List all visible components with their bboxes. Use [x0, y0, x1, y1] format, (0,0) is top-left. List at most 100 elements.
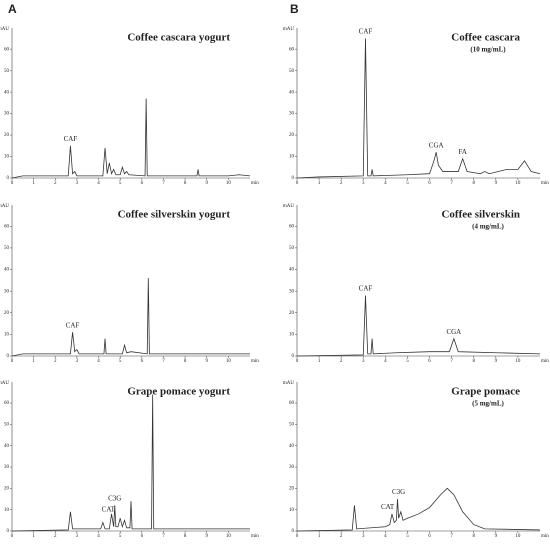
- x-tick-label: 5: [406, 359, 409, 364]
- x-tick-label: 0: [296, 534, 299, 539]
- x-tick-label: 10: [226, 359, 232, 364]
- chart-title: Coffee cascara yogurt: [127, 32, 230, 44]
- y-tick-label: 0: [7, 176, 10, 181]
- y-tick-label: 60: [4, 401, 10, 406]
- x-tick-label: 5: [119, 181, 122, 186]
- y-tick-label: 30: [289, 465, 295, 470]
- y-tick-label: 40: [4, 444, 10, 449]
- x-tick-label: 0: [11, 181, 14, 186]
- x-tick-label: 7: [450, 359, 453, 364]
- y-axis-label: mAU: [0, 27, 9, 32]
- y-tick-label: 40: [289, 268, 295, 273]
- x-tick-label: 10: [226, 534, 232, 539]
- x-tick-label: 6: [428, 359, 431, 364]
- x-tick-label: 4: [97, 359, 100, 364]
- x-tick-label: 9: [495, 181, 498, 186]
- x-tick-label: 8: [472, 359, 475, 364]
- y-axis-label: mAU: [0, 381, 9, 386]
- y-tick-label: 10: [4, 333, 10, 338]
- peak-annotation: CAF: [66, 321, 80, 329]
- x-tick-label: 9: [205, 359, 208, 364]
- x-tick-label: 3: [362, 534, 365, 539]
- x-tick-label: 0: [11, 534, 14, 539]
- x-tick-label: 3: [76, 359, 79, 364]
- y-tick-label: 50: [289, 246, 295, 251]
- x-tick-label: 9: [205, 181, 208, 186]
- x-axis-label: min: [541, 534, 549, 539]
- y-tick-label: 40: [289, 444, 295, 449]
- x-tick-label: 8: [184, 534, 187, 539]
- y-tick-label: 0: [7, 354, 10, 359]
- x-axis-label: min: [541, 181, 549, 186]
- x-tick-label: 3: [76, 534, 79, 539]
- x-tick-label: 10: [515, 534, 521, 539]
- x-tick-label: 2: [340, 181, 343, 186]
- y-tick-label: 60: [289, 224, 295, 229]
- x-tick-label: 1: [318, 359, 321, 364]
- x-tick-label: 10: [515, 359, 521, 364]
- x-tick-label: 6: [141, 359, 144, 364]
- chart-title: Coffee cascara: [451, 32, 520, 44]
- chromatogram-line: [11, 98, 251, 179]
- y-tick-label: 40: [289, 90, 295, 95]
- chromatogram-line: [11, 394, 250, 532]
- peak-annotation: FA: [458, 148, 466, 156]
- x-tick-label: 0: [296, 359, 299, 364]
- y-tick-label: 20: [289, 133, 295, 138]
- y-tick-label: 0: [7, 529, 10, 534]
- y-tick-label: 0: [292, 354, 295, 359]
- peak-annotation: C3G: [392, 488, 405, 496]
- x-tick-label: 3: [76, 181, 79, 186]
- x-tick-label: 1: [318, 181, 321, 186]
- peak-annotation: CAF: [64, 135, 78, 143]
- peak-annotation: CAF: [359, 28, 373, 36]
- y-tick-label: 20: [4, 311, 10, 316]
- y-axis-label: mAU: [283, 381, 295, 386]
- x-tick-label: 7: [450, 534, 453, 539]
- y-tick-label: 50: [4, 69, 10, 74]
- y-tick-label: 60: [289, 47, 295, 52]
- chromatogram-line: [11, 278, 250, 357]
- y-tick-label: 60: [289, 401, 295, 406]
- x-tick-label: 9: [495, 359, 498, 364]
- x-tick-label: 7: [162, 181, 165, 186]
- x-tick-label: 5: [406, 181, 409, 186]
- y-tick-label: 40: [4, 90, 10, 95]
- y-axis-label: mAU: [283, 204, 295, 209]
- x-tick-label: 8: [472, 181, 475, 186]
- x-axis-label: min: [251, 359, 259, 364]
- y-tick-label: 50: [4, 423, 10, 428]
- x-axis-label: min: [251, 181, 259, 186]
- chromatogram-line: [296, 487, 541, 532]
- x-tick-label: 0: [11, 359, 14, 364]
- y-tick-label: 10: [289, 333, 295, 338]
- peak-annotation: C3G: [108, 495, 121, 503]
- x-tick-label: 2: [54, 359, 57, 364]
- x-tick-label: 2: [54, 534, 57, 539]
- x-tick-label: 4: [97, 534, 100, 539]
- x-tick-label: 3: [362, 359, 365, 364]
- x-tick-label: 4: [384, 181, 387, 186]
- y-axis-label: mAU: [283, 27, 295, 32]
- x-tick-label: 8: [184, 359, 187, 364]
- x-tick-label: 8: [184, 181, 187, 186]
- y-tick-label: 30: [289, 112, 295, 117]
- x-tick-label: 6: [428, 181, 431, 186]
- chart-title: Coffee silverskin yogurt: [118, 209, 231, 221]
- x-tick-label: 5: [119, 359, 122, 364]
- peak-annotation: CAT: [381, 503, 395, 511]
- y-tick-label: 60: [4, 47, 10, 52]
- peak-annotation: CAF: [359, 285, 373, 293]
- y-tick-label: 10: [289, 508, 295, 513]
- chromatogram-line: [296, 295, 541, 357]
- x-tick-label: 8: [472, 534, 475, 539]
- chart-title: Coffee silverskin: [441, 209, 520, 221]
- x-tick-label: 2: [54, 181, 57, 186]
- chart-subtitle: (10 mg/mL): [470, 46, 506, 54]
- y-tick-label: 30: [4, 465, 10, 470]
- x-axis-label: min: [541, 359, 549, 364]
- x-tick-label: 7: [162, 359, 165, 364]
- peak-annotation: CAT: [102, 505, 116, 513]
- x-tick-label: 4: [97, 181, 100, 186]
- x-tick-label: 1: [32, 359, 35, 364]
